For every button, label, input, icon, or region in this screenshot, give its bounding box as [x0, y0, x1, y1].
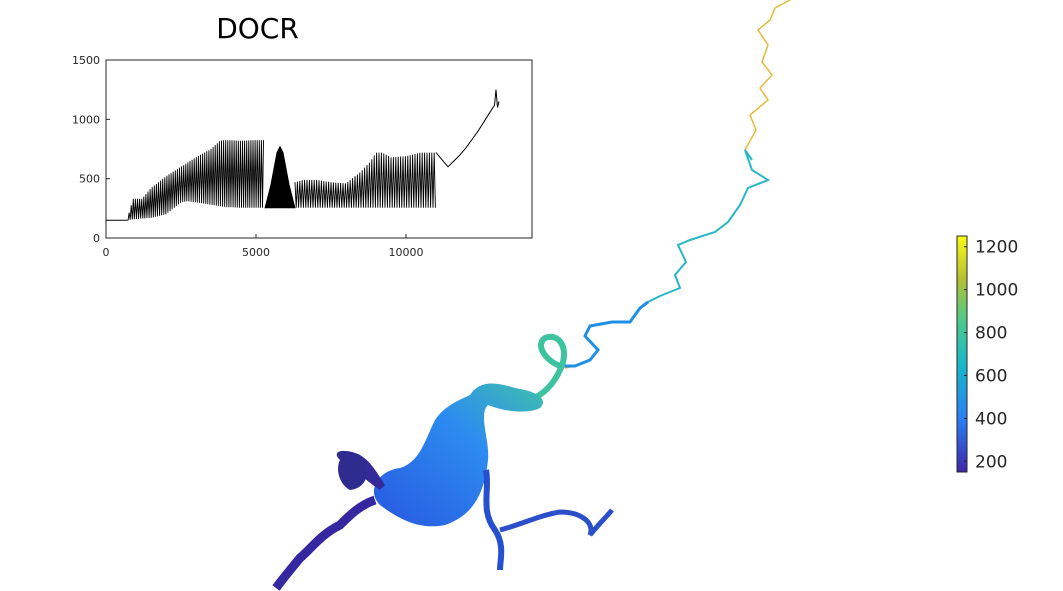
colorbar	[956, 235, 968, 473]
river-mid-reach	[647, 149, 771, 303]
series-peak-dome-fill	[265, 146, 295, 209]
y-tick-label: 500	[79, 173, 100, 186]
x-tick-label: 0	[103, 246, 110, 259]
x-tick-label: 10000	[389, 246, 424, 259]
bay-right-arm	[483, 469, 505, 571]
colorbar-tick-label: 800	[975, 324, 1007, 344]
river-loop	[514, 333, 567, 405]
inset-plot-frame	[105, 59, 533, 239]
colorbar-tick-label: 200	[975, 452, 1007, 472]
series-tail	[435, 89, 500, 168]
bay-west-lobe	[336, 450, 367, 490]
bay-right-channel	[499, 508, 614, 537]
colorbar-tick-label: 1000	[975, 281, 1018, 301]
y-tick-label: 0	[93, 232, 100, 245]
colorbar-tick-label: 1200	[975, 238, 1018, 258]
x-tick-label: 5000	[242, 246, 270, 259]
river-lower-reach	[562, 300, 649, 368]
series-oscillation-1	[126, 140, 264, 221]
y-tick-label: 1000	[72, 113, 100, 126]
chart-title: DOCR	[216, 12, 299, 45]
bay-left-channel	[272, 495, 377, 591]
y-tick-label: 1500	[72, 54, 100, 67]
colorbar-tick-label: 600	[975, 366, 1007, 386]
series-oscillation-2	[294, 152, 436, 208]
bay-body	[373, 383, 543, 527]
colorbar-tick-label: 400	[975, 409, 1007, 429]
